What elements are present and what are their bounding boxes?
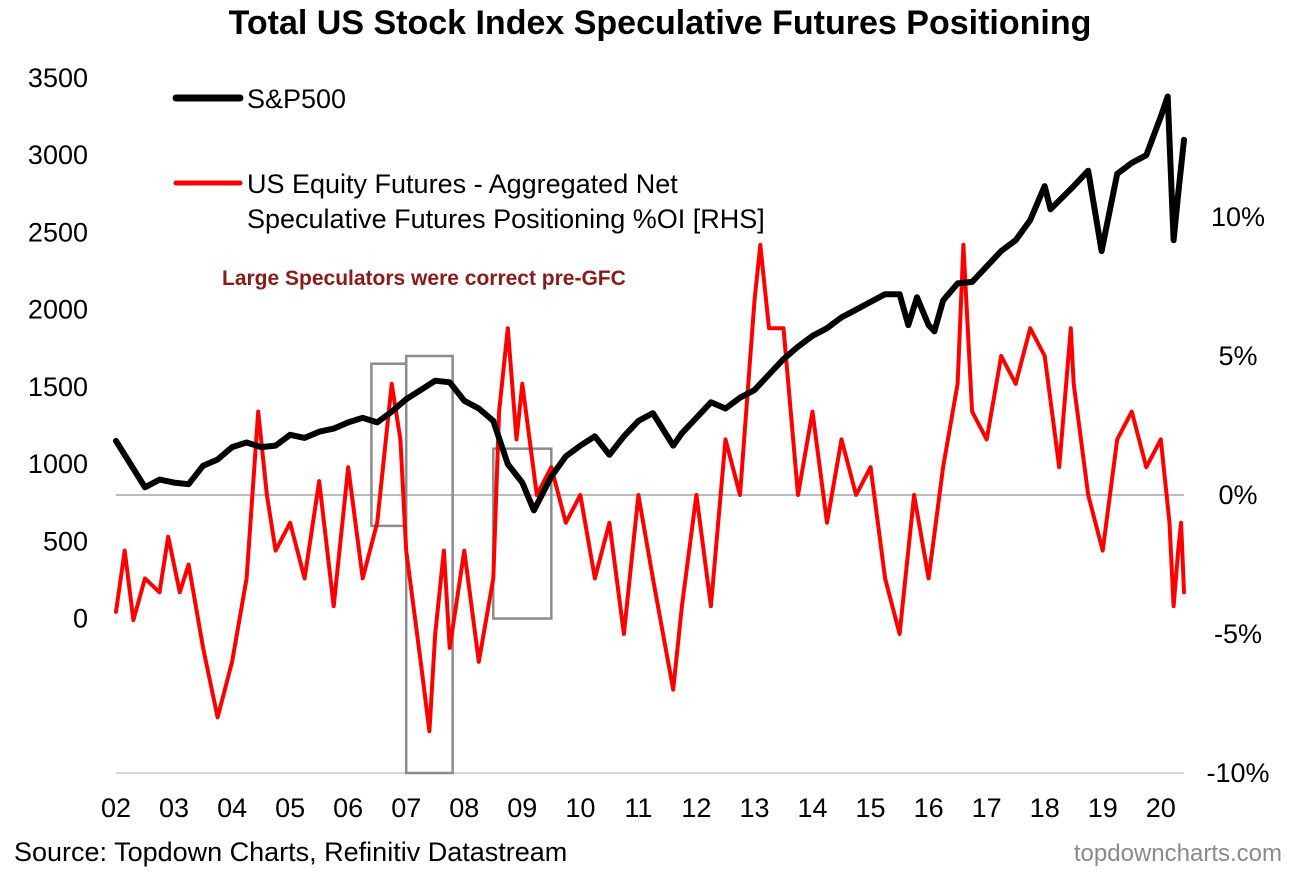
x-tick-label: 19 (1088, 793, 1118, 823)
left-tick-label: 0 (73, 604, 88, 634)
x-tick-label: 18 (1030, 793, 1060, 823)
left-tick-label: 2500 (28, 217, 88, 247)
x-tick-label: 03 (159, 793, 189, 823)
left-tick-label: 3000 (28, 140, 88, 170)
right-tick-label: 5% (1218, 341, 1257, 371)
x-tick-label: 15 (856, 793, 886, 823)
left-tick-label: 2000 (28, 295, 88, 325)
left-tick-label: 3500 (28, 63, 88, 93)
left-tick-label: 1000 (28, 449, 88, 479)
highlight-box-3 (492, 447, 553, 620)
x-tick-label: 16 (914, 793, 944, 823)
legend-label-sp500: S&P500 (247, 84, 346, 114)
x-tick-label: 09 (507, 793, 537, 823)
source-note: Source: Topdown Charts, Refinitiv Datast… (14, 837, 567, 867)
right-tick-label: 10% (1211, 202, 1265, 232)
series-line-positioning (114, 242, 1186, 734)
legend: S&P500 US Equity Futures - Aggregated Ne… (172, 84, 765, 234)
x-tick-label: 14 (797, 793, 827, 823)
left-tick-label: 500 (43, 526, 88, 556)
plot-grid (116, 494, 1184, 774)
series-line-sp500 (113, 93, 1187, 514)
left-axis: 3500 3000 2500 2000 1500 1000 500 0 (28, 63, 88, 634)
annotation-text: Large Speculators were correct pre-GFC (222, 267, 626, 290)
x-tick-label: 06 (333, 793, 363, 823)
right-tick-label: 0% (1218, 480, 1257, 510)
right-axis: 10% 5% 0% -5% -10% (1206, 202, 1269, 788)
x-tick-label: 17 (972, 793, 1002, 823)
x-axis: 02 03 04 05 06 07 08 09 10 11 12 13 14 15 16 17 18 19 20 (101, 793, 1176, 823)
chart-title: Total US Stock Index Speculative Futures… (229, 4, 1092, 42)
series-lines (113, 93, 1187, 734)
right-tick-label: -5% (1214, 619, 1262, 649)
x-tick-label: 10 (565, 793, 595, 823)
x-tick-label: 20 (1146, 793, 1176, 823)
x-tick-label: 08 (449, 793, 479, 823)
legend-label-positioning: US Equity Futures - Aggregated Net Specul… (247, 169, 765, 234)
credit-text: topdowncharts.com (1074, 840, 1282, 867)
x-tick-label: 13 (739, 793, 769, 823)
x-tick-label: 07 (391, 793, 421, 823)
right-tick-label: -10% (1206, 758, 1269, 788)
left-tick-label: 1500 (28, 372, 88, 402)
x-tick-label: 12 (681, 793, 711, 823)
x-tick-label: 05 (275, 793, 305, 823)
x-tick-label: 11 (624, 793, 652, 823)
x-tick-label: 02 (101, 793, 131, 823)
x-tick-label: 04 (217, 793, 247, 823)
